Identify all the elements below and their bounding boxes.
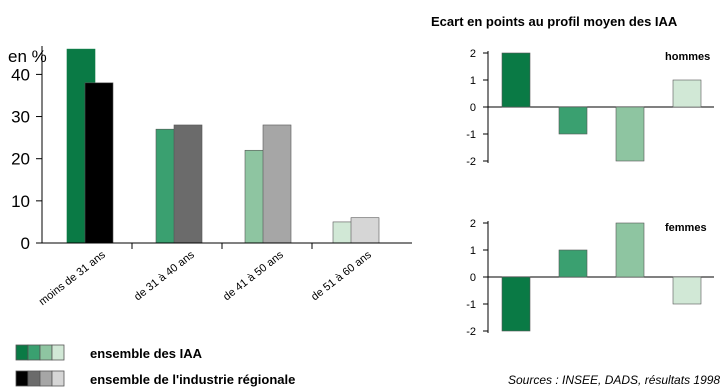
femmes-y-tick-label-2: 2 bbox=[470, 218, 476, 230]
femmes-bar-de-31-a-40-ans bbox=[558, 249, 588, 278]
hommes-bar-de-41-a-50-ans bbox=[615, 106, 645, 162]
main-y-tick-label-0: 0 bbox=[21, 234, 30, 253]
x-label-moins-de-31-ans: moins de 31 ans bbox=[37, 249, 108, 308]
legend-swatch-ensemble-de-l-industrie-regionale-0 bbox=[15, 370, 29, 387]
legend-swatch-ensemble-des-iaa-1 bbox=[27, 344, 41, 361]
hommes-y-tick-label--2: -2 bbox=[466, 156, 476, 168]
femmes-bar-moins-de-31-ans bbox=[501, 276, 531, 332]
hommes-y-tick-label--1: -1 bbox=[466, 129, 476, 141]
hommes-bar-de-31-a-40-ans bbox=[558, 106, 588, 135]
femmes-y-tick-label-0: 0 bbox=[470, 272, 476, 284]
hommes-deviation-chart: 2 1 0 -1 -2 hommes bbox=[466, 48, 714, 168]
bar-ensemble-de-l-industrie-regionale-de-31-a-40-ans bbox=[173, 124, 203, 244]
legend-swatch-ensemble-de-l-industrie-regionale-2 bbox=[39, 370, 53, 387]
femmes-y-tick-label--2: -2 bbox=[466, 326, 476, 338]
legend-swatch-ensemble-des-iaa-0 bbox=[15, 344, 29, 361]
main-y-tick-label-20: 20 bbox=[11, 150, 30, 169]
x-label-de-41-a-50-ans: de 41 à 50 ans bbox=[221, 249, 286, 304]
legend-swatch-ensemble-de-l-industrie-regionale-3 bbox=[51, 370, 65, 387]
femmes-bar-de-41-a-50-ans bbox=[615, 222, 645, 278]
main-y-tick-label-10: 10 bbox=[11, 192, 30, 211]
femmes-bar-de-51-a-60-ans bbox=[672, 276, 702, 305]
femmes-label: femmes bbox=[665, 222, 707, 234]
hommes-y-tick-label-0: 0 bbox=[470, 102, 476, 114]
femmes-deviation-chart: 2 1 0 -1 -2 femmes bbox=[466, 218, 714, 338]
bar-ensemble-de-l-industrie-regionale-de-41-a-50-ans bbox=[262, 124, 292, 244]
main-bar-chart: en % 0 10 20 30 40 moins de 31 ans de 31 à 40… bbox=[8, 46, 412, 308]
hommes-bar-moins-de-31-ans bbox=[501, 52, 531, 108]
legend-swatch-ensemble-des-iaa-3 bbox=[51, 344, 65, 361]
bar-ensemble-de-l-industrie-regionale-de-51-a-60-ans bbox=[350, 217, 380, 244]
main-y-tick-label-40: 40 bbox=[11, 65, 30, 84]
bar-ensemble-de-l-industrie-regionale-moins-de-31-ans bbox=[84, 82, 114, 244]
hommes-label: hommes bbox=[665, 51, 710, 63]
hommes-y-tick-label-2: 2 bbox=[470, 48, 476, 60]
deviation-title: Ecart en points au profil moyen des IAA bbox=[431, 14, 678, 29]
legend: ensemble des IAA ensemble de l'industrie… bbox=[15, 344, 295, 387]
femmes-y-tick-label-1: 1 bbox=[470, 245, 476, 257]
source-note: Sources : INSEE, DADS, résultats 1998 bbox=[508, 373, 720, 387]
legend-label-industrie: ensemble de l'industrie régionale bbox=[90, 372, 295, 387]
hommes-y-tick-label-1: 1 bbox=[470, 75, 476, 87]
main-y-axis-label: en % bbox=[8, 47, 47, 66]
hommes-bar-de-51-a-60-ans bbox=[672, 79, 702, 108]
x-label-de-51-a-60-ans: de 51 à 60 ans bbox=[309, 249, 374, 304]
legend-swatch-ensemble-de-l-industrie-regionale-1 bbox=[27, 370, 41, 387]
main-y-tick-label-30: 30 bbox=[11, 108, 30, 127]
femmes-y-tick-label--1: -1 bbox=[466, 299, 476, 311]
x-label-de-31-a-40-ans: de 31 à 40 ans bbox=[132, 249, 197, 304]
legend-swatch-ensemble-des-iaa-2 bbox=[39, 344, 53, 361]
legend-label-iaa: ensemble des IAA bbox=[90, 346, 203, 361]
